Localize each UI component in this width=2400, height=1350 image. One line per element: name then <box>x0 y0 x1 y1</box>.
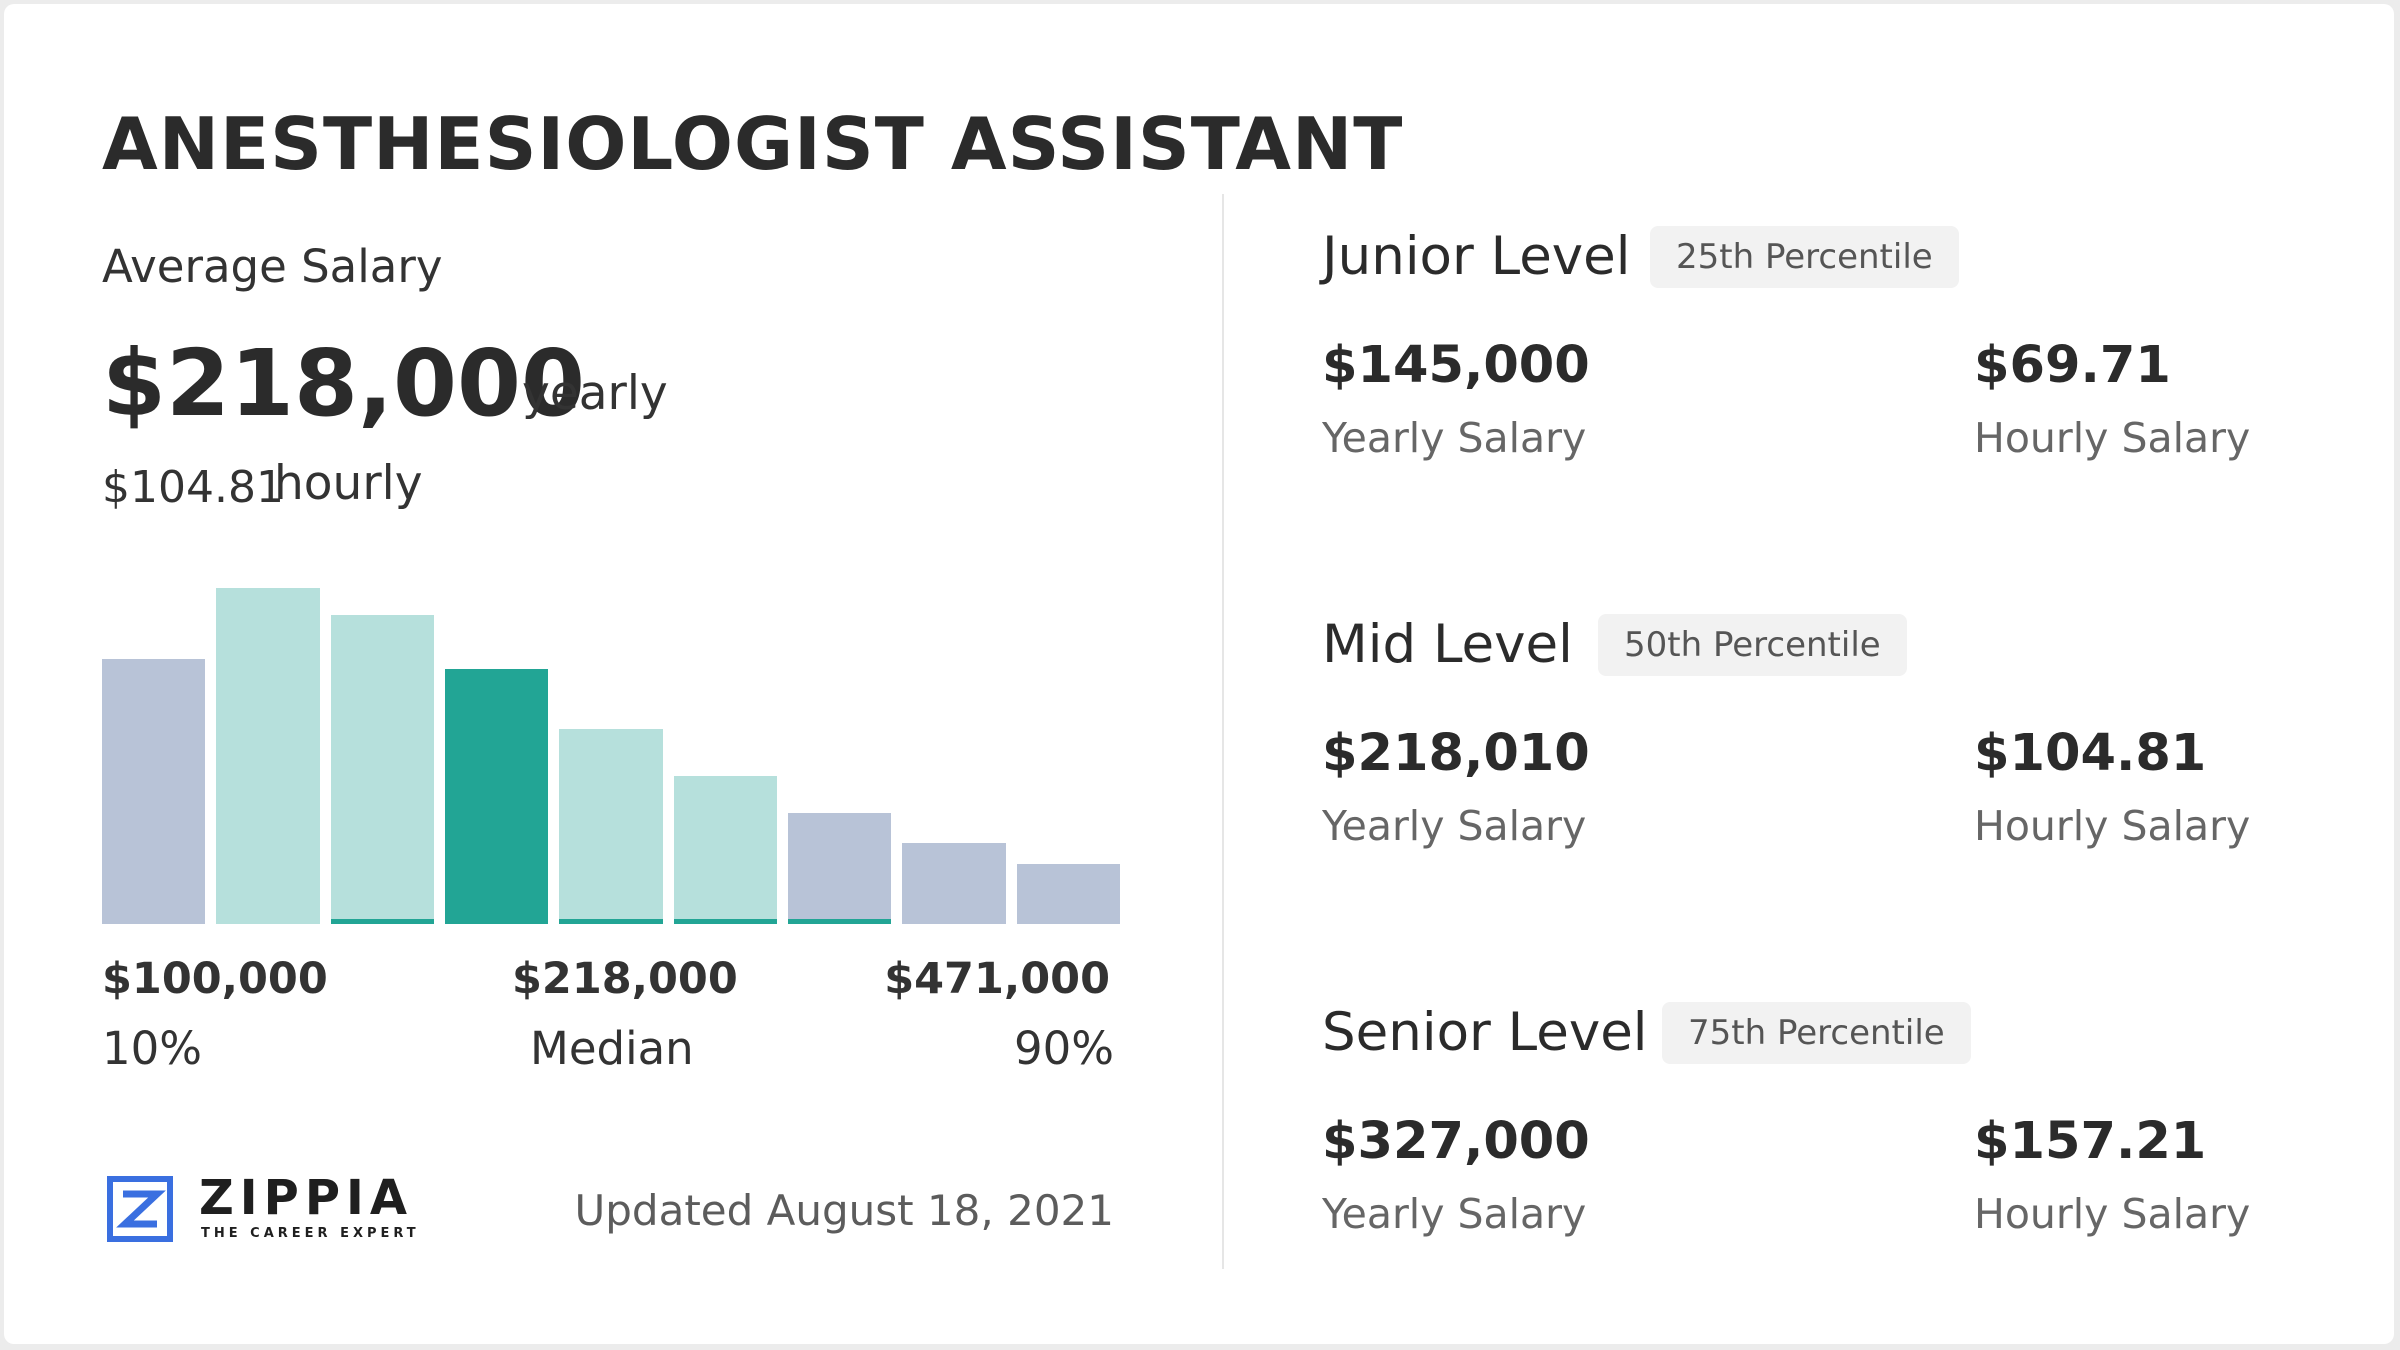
histogram-bar-marker <box>559 919 663 924</box>
histogram-bar-marker <box>330 919 434 924</box>
level-title: Senior Level <box>1322 1002 1648 1063</box>
level-hourly-value: $157.21 <box>1974 1112 2207 1171</box>
page-title: ANESTHESIOLOGIST ASSISTANT <box>102 102 1404 186</box>
histogram-bar <box>1016 864 1120 924</box>
axis-high-value: $471,000 <box>884 954 1110 1004</box>
level-hourly-label: Hourly Salary <box>1974 802 2251 850</box>
histogram-bar <box>559 729 663 924</box>
average-yearly-period: yearly <box>522 366 668 421</box>
salary-card: ANESTHESIOLOGIST ASSISTANT Average Salar… <box>4 4 2394 1344</box>
salary-histogram <box>102 564 1120 924</box>
average-salary-label: Average Salary <box>102 240 443 293</box>
level-yearly-label: Yearly Salary <box>1322 802 1587 850</box>
percentile-badge: 75th Percentile <box>1662 1002 1971 1064</box>
histogram-bar <box>102 659 206 924</box>
average-hourly-period: hourly <box>274 456 423 511</box>
level-junior: Junior Level 25th Percentile $145,000 Ye… <box>1322 226 2322 546</box>
percentile-badge: 50th Percentile <box>1598 614 1907 676</box>
average-hourly-value: $104.81 <box>102 462 284 513</box>
brand-tagline: THE CAREER EXPERT <box>201 1226 420 1241</box>
level-yearly-value: $327,000 <box>1322 1112 1590 1171</box>
histogram-bar <box>216 588 320 924</box>
axis-high-label: 90% <box>1013 1022 1114 1075</box>
level-yearly-label: Yearly Salary <box>1322 414 1587 462</box>
level-hourly-value: $104.81 <box>1974 724 2207 783</box>
level-hourly-value: $69.71 <box>1974 336 2171 395</box>
histogram-bar <box>445 669 549 924</box>
level-senior: Senior Level 75th Percentile $327,000 Ye… <box>1322 1002 2322 1322</box>
axis-median-label: Median <box>530 1022 694 1075</box>
level-title: Junior Level <box>1322 226 1631 287</box>
histogram-bar <box>673 776 777 924</box>
zippia-logo-icon <box>107 1176 173 1242</box>
histogram-bar <box>902 843 1006 924</box>
level-yearly-value: $218,010 <box>1322 724 1590 783</box>
axis-low-label: 10% <box>102 1022 203 1075</box>
zippia-logo: ZIPPIA THE CAREER EXPERT <box>107 1170 416 1246</box>
level-hourly-label: Hourly Salary <box>1974 414 2251 462</box>
histogram-bar <box>788 813 892 924</box>
level-hourly-label: Hourly Salary <box>1974 1190 2251 1238</box>
percentile-badge: 25th Percentile <box>1650 226 1959 288</box>
histogram-bar <box>330 615 434 924</box>
level-yearly-label: Yearly Salary <box>1322 1190 1587 1238</box>
axis-median-value: $218,000 <box>512 954 738 1004</box>
section-divider <box>1222 194 1224 1269</box>
level-mid: Mid Level 50th Percentile $218,010 Yearl… <box>1322 614 2322 934</box>
average-yearly-value: $218,000 <box>102 330 586 437</box>
axis-low-value: $100,000 <box>102 954 328 1004</box>
histogram-bar-marker <box>788 919 892 924</box>
brand-name: ZIPPIA <box>199 1170 414 1226</box>
updated-date: Updated August 18, 2021 <box>574 1186 1114 1235</box>
histogram-bar-marker <box>673 919 777 924</box>
level-title: Mid Level <box>1322 614 1573 675</box>
level-yearly-value: $145,000 <box>1322 336 1590 395</box>
